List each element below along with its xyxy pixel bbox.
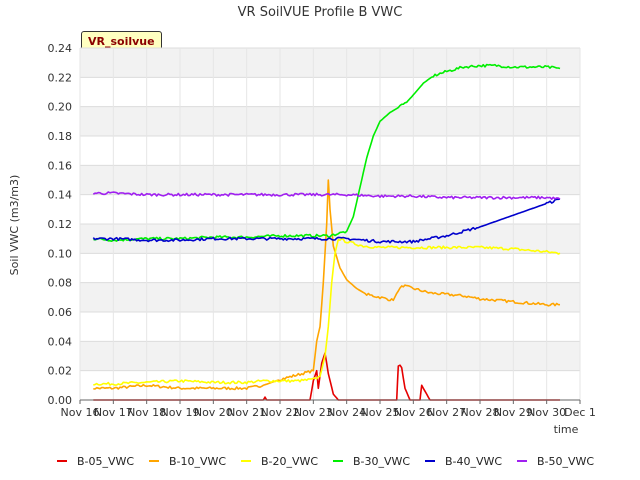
- x-tick-label: Nov 28: [461, 406, 500, 419]
- y-tick-label: 0.04: [48, 335, 73, 348]
- series-line-b-40-vwc: [92, 198, 561, 244]
- legend-label: B-20_VWC: [261, 455, 318, 468]
- x-tick-label: Nov 24: [327, 406, 366, 419]
- axes: 0.00 0.02 0.04 0.06 0.08 0.10 0.12 0.14 0.16 0.18…: [48, 42, 596, 419]
- series-line-b-20-vwc: [93, 237, 561, 386]
- y-tick-label: 0.20: [48, 101, 73, 114]
- chart-title: VR SoilVUE Profile B VWC: [238, 5, 403, 20]
- grid-band: [80, 106, 580, 136]
- x-tick-label: Dec 1: [564, 406, 596, 419]
- grid-lines: [79, 47, 581, 401]
- legend-label: B-50_VWC: [537, 455, 594, 468]
- y-tick-label: 0.00: [48, 394, 73, 407]
- legend-label: B-30_VWC: [353, 455, 410, 468]
- y-tick-label: 0.12: [48, 218, 73, 231]
- y-tick-label: 0.14: [48, 189, 73, 202]
- grid-band: [80, 341, 580, 371]
- x-tick-label: Nov 25: [361, 406, 400, 419]
- x-tick-label: Nov 20: [194, 406, 233, 419]
- x-tick-label: Nov 29: [494, 406, 533, 419]
- series-line-b-10-vwc: [93, 179, 561, 391]
- x-axis-label: time: [554, 423, 579, 436]
- y-tick-label: 0.06: [48, 306, 73, 319]
- y-tick-label: 0.18: [48, 130, 73, 143]
- x-tick-label: Nov 18: [127, 406, 166, 419]
- legend: B-05_VWC B-10_VWC B-20_VWC B-30_VWC B-40_VWC…: [57, 455, 594, 468]
- x-tick-label: Nov 17: [94, 406, 133, 419]
- x-tick-label: Nov 27: [427, 406, 466, 419]
- x-tick-label: Nov 21: [227, 406, 266, 419]
- y-tick-label: 0.02: [48, 365, 73, 378]
- legend-label: B-10_VWC: [169, 455, 226, 468]
- x-tick-label: Nov 22: [261, 406, 300, 419]
- y-tick-label: 0.10: [48, 247, 73, 260]
- y-tick-label: 0.22: [48, 71, 73, 84]
- x-tick-label: Nov 19: [161, 406, 200, 419]
- x-tick-label: Nov 23: [294, 406, 333, 419]
- y-tick-label: 0.24: [48, 42, 73, 55]
- x-tick-label: Nov 26: [394, 406, 433, 419]
- y-tick-label: 0.08: [48, 277, 73, 290]
- legend-label: B-05_VWC: [77, 455, 134, 468]
- grid-band: [80, 48, 580, 78]
- y-tick-label: 0.16: [48, 159, 73, 172]
- x-tick-label: Nov 30: [527, 406, 566, 419]
- series-line-b-30-vwc: [93, 63, 561, 242]
- legend-label: B-40_VWC: [445, 455, 502, 468]
- y-axis-label: Soil VWC (m3/m3): [8, 175, 21, 276]
- series-line-b-50-vwc: [92, 191, 561, 200]
- grid-band: [80, 165, 580, 195]
- x-tick-label: Nov 16: [61, 406, 100, 419]
